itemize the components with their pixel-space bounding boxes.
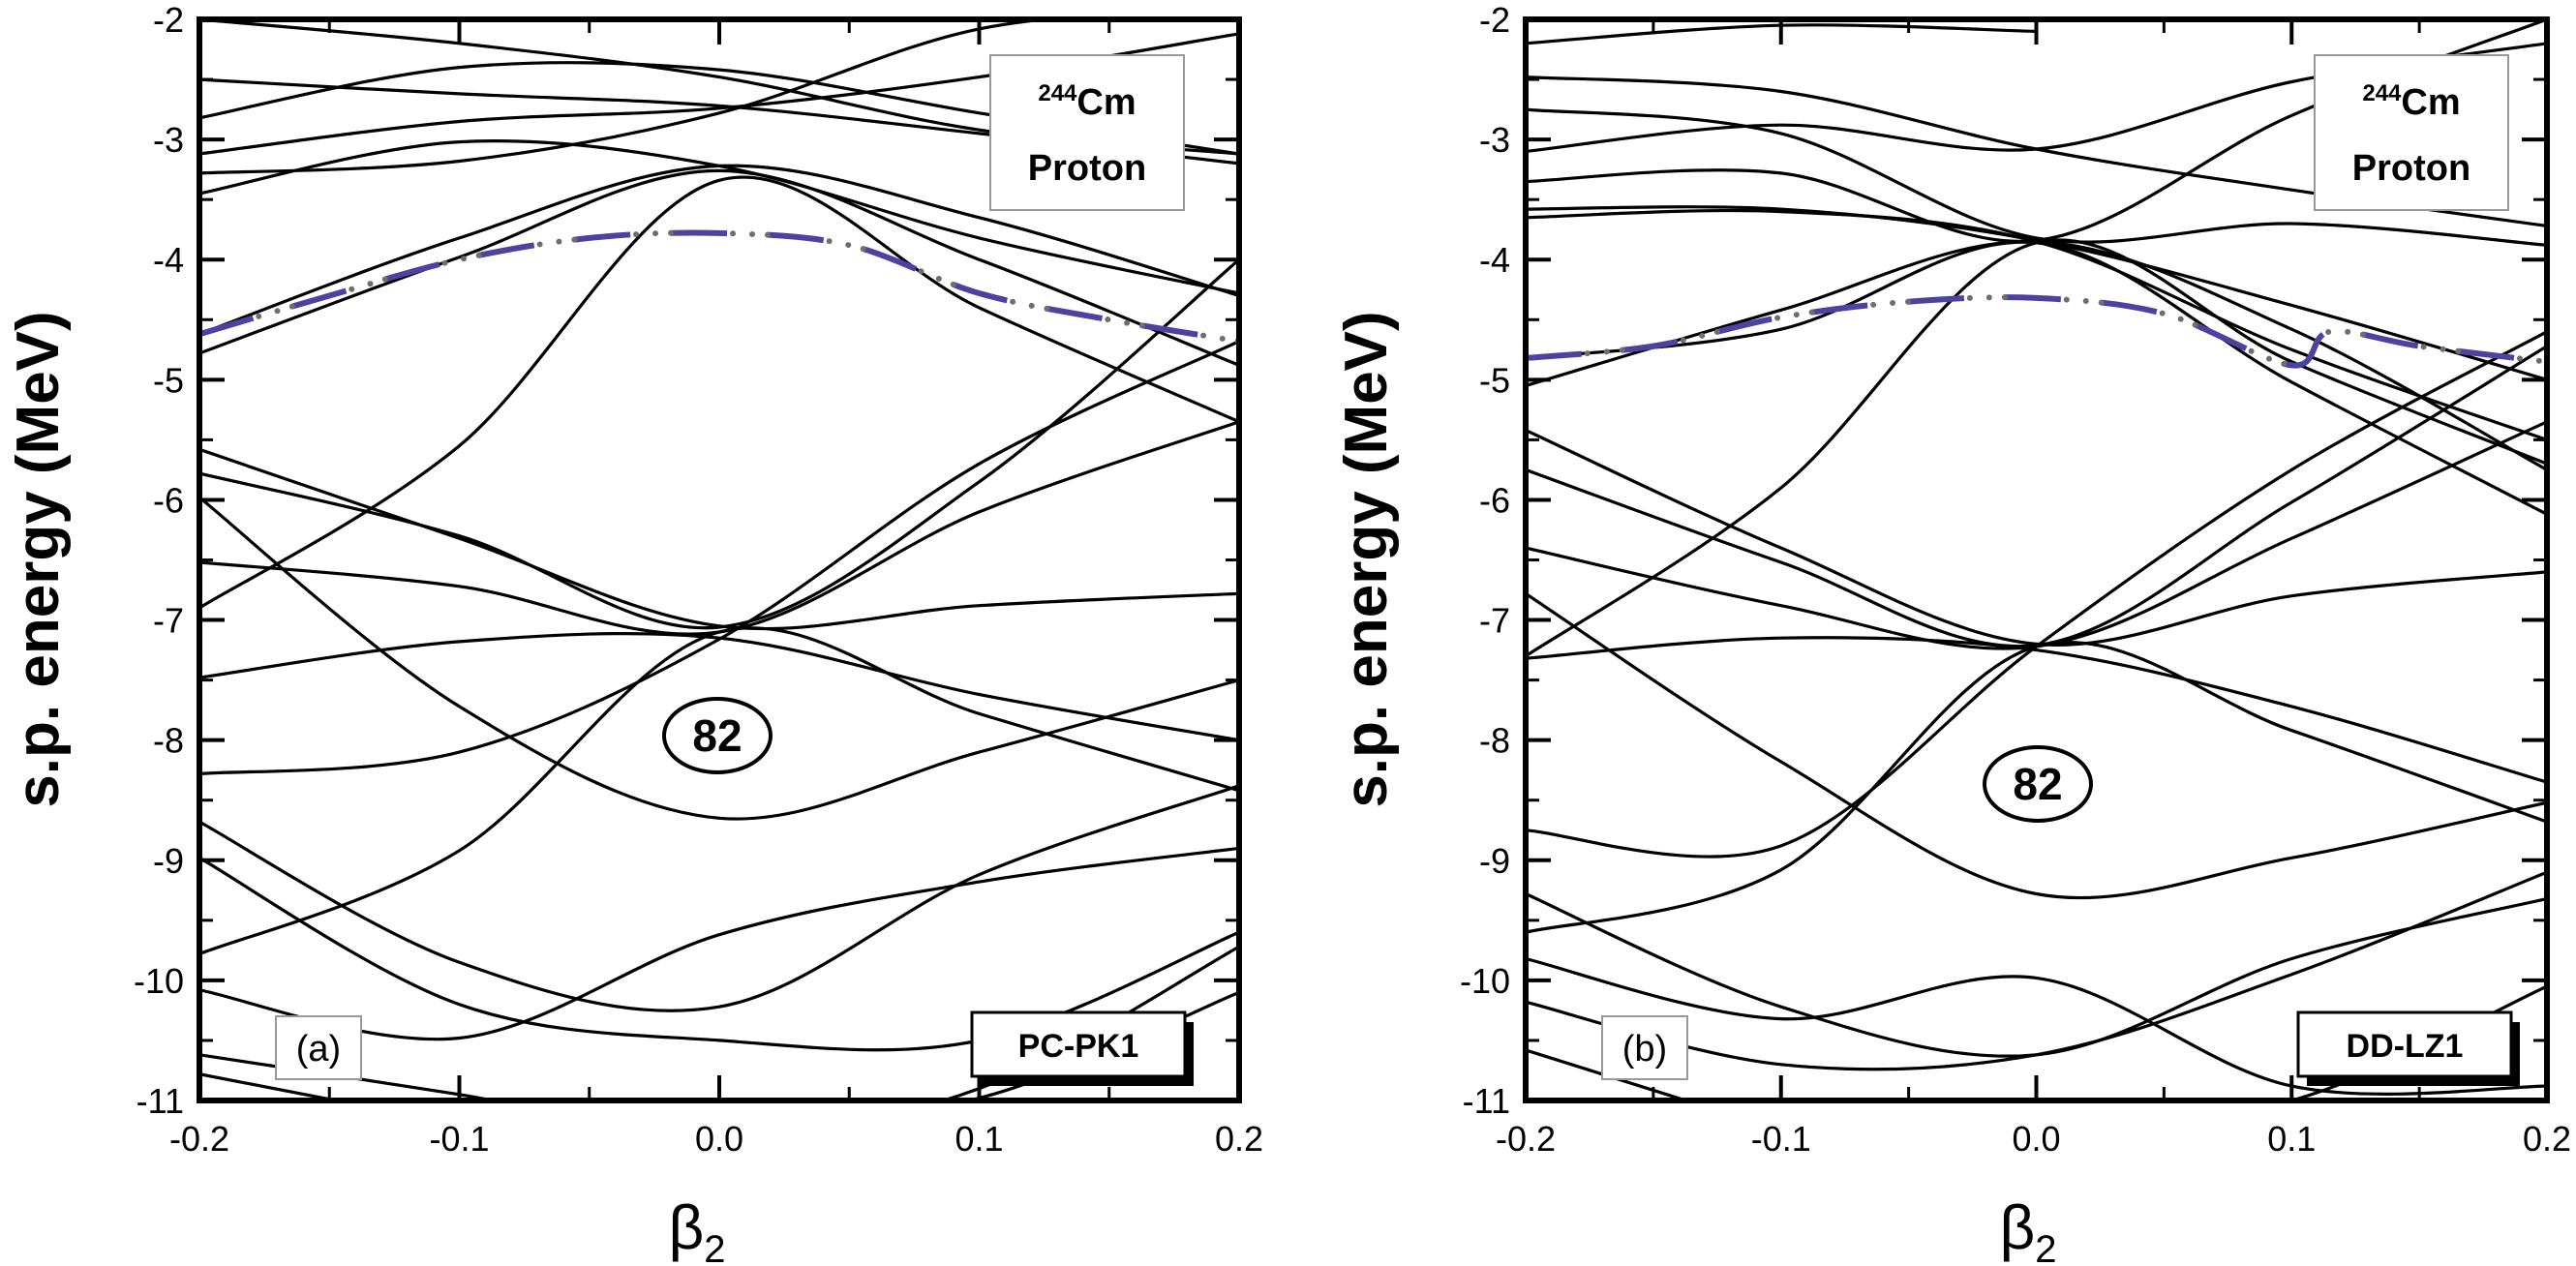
panel-a-magic-number-marker: 82 [662, 697, 773, 774]
panel-b-ytick-label: -5 [1479, 360, 1510, 400]
panel-a-level-12 [199, 420, 1239, 636]
panel-b-level-14 [1526, 636, 2547, 784]
panel-b-level-20 [1526, 956, 2547, 1096]
panel-a-nucleus-label: 244Cm [1038, 80, 1136, 123]
panel-b-ytick-label: -11 [1463, 1081, 1510, 1121]
panel-a-level-17 [199, 784, 1239, 1012]
panel-a-level-8 [199, 168, 1239, 367]
panel-b-nucleus-label: 244Cm [2362, 80, 2460, 123]
panel-b-y-ticks: -2 -3 -4 -5 -6 -7 -8 -9 -10 -11 [1460, 0, 2547, 1121]
panel-b-level-lines [1526, 19, 2547, 1100]
panel-b-xtick-label: 0.2 [2523, 1119, 2571, 1159]
panel-b-level-12 [1526, 345, 2547, 648]
panel-b-y-axis-label: s.p. energy (MeV) [1333, 311, 1400, 807]
panel-a-level-10 [199, 447, 1239, 631]
panel-b-ytick-label: -7 [1479, 601, 1510, 641]
panel-a-panel-label: (a) [296, 1029, 341, 1070]
panel-a-xtick-label: -0.2 [169, 1119, 229, 1159]
panel-a-ytick-label: -10 [134, 961, 184, 1001]
panel-a-nucleus-box: 244Cm Proton [989, 54, 1185, 211]
panel-b-ytick-label: -3 [1479, 120, 1510, 160]
panel-a-x-ticks: -0.2 -0.1 0.0 0.1 0.2 [169, 19, 1263, 1159]
panel-b-x-axis-label: β2 [1999, 1192, 2056, 1266]
panel-b-plot-area [1526, 19, 2547, 1100]
panel-b-ytick-label: -10 [1460, 961, 1510, 1001]
panel-b-fermi-dots [1526, 294, 2547, 369]
panel-a-level-9 [199, 175, 1239, 610]
panel-b-ytick-label: -8 [1479, 721, 1510, 761]
panel-b-panel-label-box: (b) [1601, 1015, 1688, 1080]
panel-a-ytick-label: -3 [153, 120, 184, 160]
panel-b-ytick-label: -6 [1479, 480, 1510, 520]
panel-a-ytick-label: -2 [153, 0, 184, 40]
panel-a-level-7 [199, 164, 1239, 336]
panel-a-model-label: PC-PK1 [1018, 1028, 1139, 1065]
panel-a-xtick-label: 0.2 [1215, 1119, 1263, 1159]
panel-a-xtick-label: -0.1 [429, 1119, 489, 1159]
panel-a-xtick-label: 0.1 [955, 1119, 1003, 1159]
panel-a-y-ticks: -2 -3 -4 -5 -6 -7 -8 -9 -10 -11 [134, 0, 1239, 1121]
panel-b-level-10 [1526, 238, 2547, 658]
panel-a-panel-label-box: (a) [275, 1015, 362, 1080]
panel-b-magic-number-label: 82 [2013, 759, 2062, 809]
panel-b-panel-label: (b) [1622, 1029, 1667, 1070]
panel-b-xtick-label: -0.1 [1751, 1119, 1811, 1159]
panel-b-particle-label: Proton [2352, 148, 2470, 189]
panel-a-model-box: PC-PK1 [970, 1010, 1194, 1086]
panel-a-plot-area [199, 19, 1239, 1100]
panel-a-ytick-label: -9 [153, 841, 184, 881]
panel-a-y-axis-label: s.p. energy (MeV) [5, 311, 72, 807]
panel-a-level-11 [199, 257, 1239, 630]
panel-a-level-18 [199, 856, 1239, 1052]
panel-a-particle-label: Proton [1028, 148, 1146, 189]
panel-b-magic-number-marker: 82 [1983, 745, 2093, 823]
panel-b-model-label: DD-LZ1 [2347, 1028, 2464, 1065]
panel-a-fermi-dots [199, 229, 1239, 345]
panel-a-fermi-level [199, 229, 1239, 345]
panel-b-fermi-level [1526, 294, 2547, 369]
panel-b-level-17 [1526, 330, 2547, 859]
panel-a: -2 -3 -4 -5 -6 -7 -8 -9 -10 -11 -0.2 -0.1 0.0 0.1 0.2… [5, 0, 1263, 1266]
panel-b-xtick-label: -0.2 [1496, 1119, 1556, 1159]
panel-a-level-5 [199, 19, 1059, 175]
panel-a-level-16 [199, 626, 1239, 956]
panel-a-level-15 [199, 496, 1239, 821]
panel-a-level-19 [199, 846, 1239, 1041]
panel-a-ytick-label: -8 [153, 721, 184, 761]
panel-a-ytick-label: -11 [136, 1081, 184, 1121]
panel-b-x-ticks: -0.2 -0.1 0.0 0.1 0.2 [1496, 19, 2571, 1159]
panel-b-ytick-label: -4 [1479, 240, 1510, 280]
panel-b-ytick-label: -2 [1479, 0, 1510, 40]
panel-b-xtick-label: 0.0 [2012, 1119, 2060, 1159]
panel-b-level-15 [1526, 591, 2547, 900]
panel-a-ytick-label: -4 [153, 240, 184, 280]
panel-b-nucleus-box: 244Cm Proton [2314, 54, 2509, 211]
panel-b-level-7 [1526, 208, 2547, 441]
panel-a-ytick-label: -7 [153, 601, 184, 641]
panel-b-model-box: DD-LZ1 [2296, 1010, 2520, 1086]
panel-b-ytick-label: -9 [1479, 841, 1510, 881]
panel-a-level-14 [199, 340, 1239, 775]
panel-a-magic-number-label: 82 [692, 710, 742, 761]
panel-b-fermi-dashes [1526, 294, 2547, 369]
panel-b-level-3 [1526, 107, 2547, 247]
panel-b: -2 -3 -4 -5 -6 -7 -8 -9 -10 -11 -0.2 -0.1 0.0 0.1 0.2… [1333, 0, 2571, 1266]
panel-a-ytick-label: -6 [153, 480, 184, 520]
panel-a-ytick-label: -5 [153, 360, 184, 400]
panel-b-level-19 [1526, 870, 2547, 1071]
panel-a-xtick-label: 0.0 [695, 1119, 743, 1159]
panel-a-fermi-dashes [199, 229, 1239, 345]
panel-a-x-axis-label: β2 [668, 1192, 725, 1266]
panel-a-level-lines [199, 19, 1239, 1100]
panel-b-level-11 [1526, 428, 2547, 647]
panel-b-level-9 [1526, 240, 2547, 516]
panel-b-level-13 [1526, 420, 2547, 650]
panel-b-level-6 [1526, 205, 2547, 381]
panel-b-xtick-label: 0.1 [2267, 1119, 2316, 1159]
